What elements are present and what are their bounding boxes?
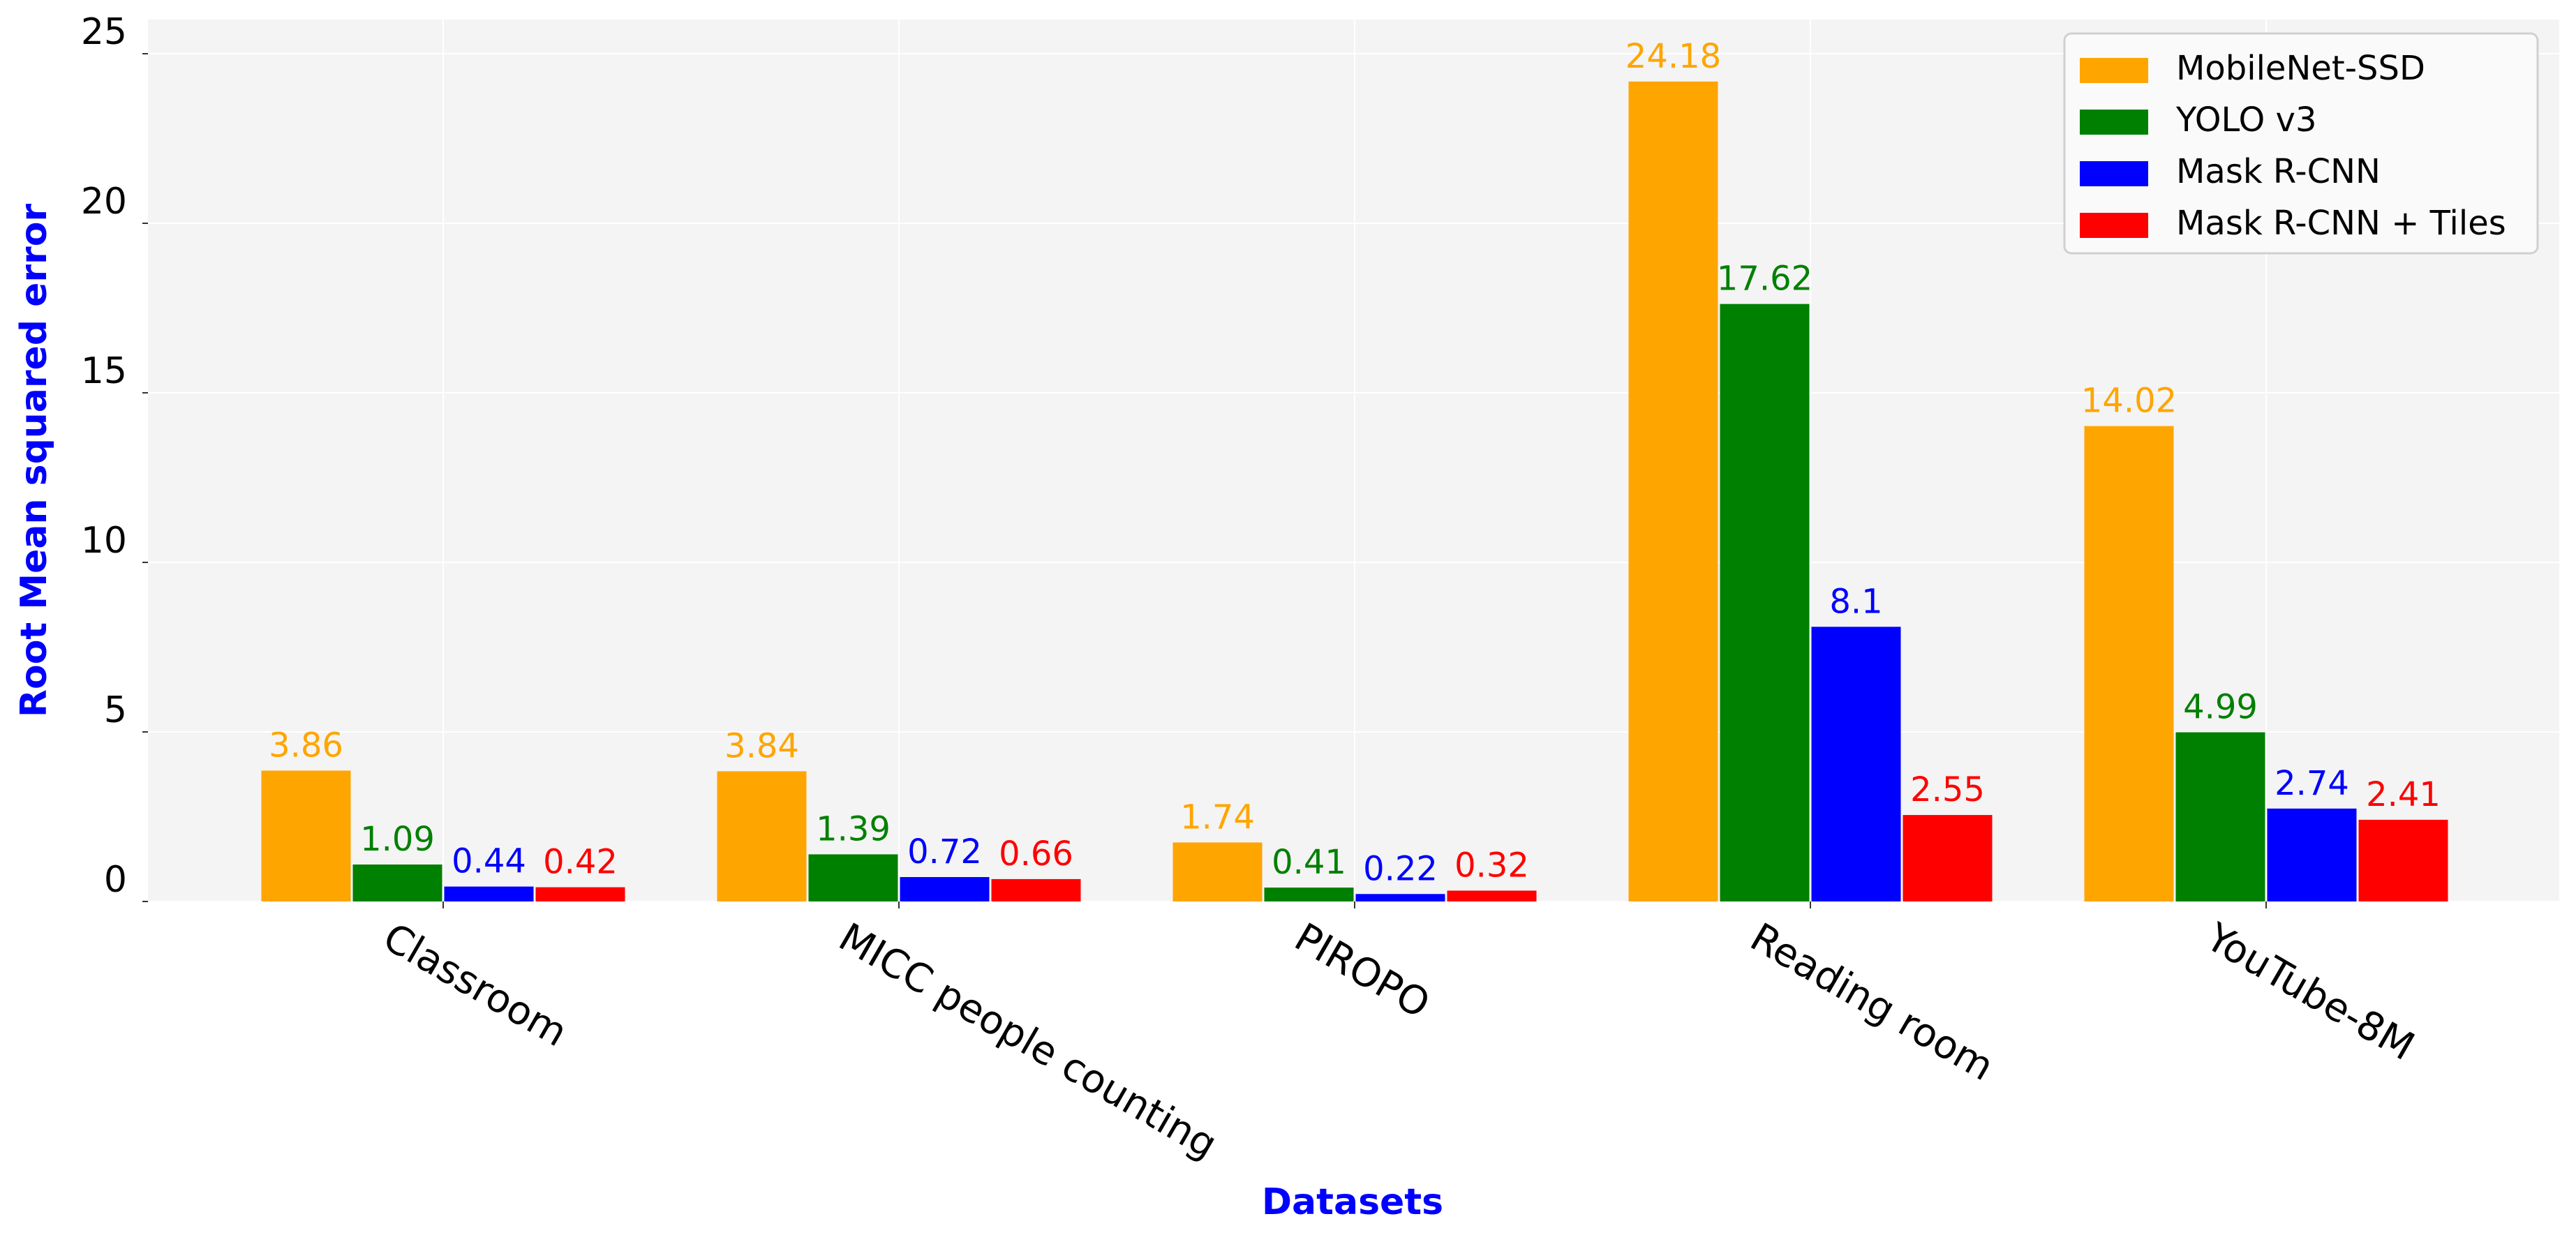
value-label: 17.62: [1717, 260, 1812, 299]
x-tick-label: YouTube-8M: [2198, 914, 2422, 1070]
legend-swatch: [2080, 161, 2148, 186]
value-label: 3.86: [269, 726, 343, 765]
bar: [2267, 808, 2357, 901]
value-label: 1.39: [816, 809, 891, 848]
y-tick-label: 20: [81, 181, 127, 223]
y-tick-label: 10: [81, 520, 127, 562]
x-axis-ticks: Classroom MICC people counting PIROPO Readi…: [375, 901, 2422, 1168]
legend-box: [2063, 32, 2539, 255]
bar: [1447, 890, 1537, 901]
bars: [261, 81, 2448, 902]
value-label: 0.66: [999, 834, 1073, 874]
legend-swatch: [2080, 110, 2148, 135]
legend-label: MobileNet-SSD: [2176, 49, 2425, 88]
value-label: 2.41: [2366, 775, 2441, 814]
value-label: 2.55: [1910, 770, 1985, 809]
bar: [1628, 81, 1718, 901]
x-tick-label: MICC people counting: [831, 915, 1224, 1168]
bar: [717, 771, 807, 901]
bar: [1264, 888, 1354, 901]
legend: MobileNet-SSD YOLO v3 Mask R-CNN Mask R-CNN…: [2063, 32, 2539, 255]
bar: [535, 887, 625, 901]
bar: [352, 864, 442, 901]
value-label: 0.22: [1363, 849, 1438, 888]
bar: [1811, 627, 1901, 901]
value-labels: 3.86 1.09 0.44 0.42 3.84 1.39 0.72 0.66 1.74 0.41…: [269, 37, 2441, 888]
legend-label: Mask R-CNN + Tiles: [2176, 204, 2506, 243]
value-label: 0.44: [452, 842, 526, 881]
x-tick-label: Reading room: [1743, 915, 2001, 1090]
y-tick-label: 15: [81, 350, 127, 392]
grid-lines: [148, 20, 2559, 902]
y-axis-ticks: 0 5 10 15 20 25: [81, 11, 148, 902]
bar: [1172, 842, 1263, 901]
value-label: 2.74: [2275, 764, 2349, 803]
bar: [1720, 304, 1810, 902]
value-label: 0.41: [1272, 843, 1346, 882]
value-label: 1.09: [360, 820, 435, 859]
bar: [2084, 426, 2174, 901]
bar: [991, 878, 1081, 901]
value-label: 0.42: [543, 843, 618, 882]
value-label: 14.02: [2081, 382, 2177, 421]
value-label: 8.1: [1829, 582, 1882, 621]
y-tick-label: 0: [104, 859, 127, 901]
legend-label: Mask R-CNN: [2176, 152, 2381, 191]
y-tick-label: 5: [104, 689, 127, 731]
x-tick-label: Classroom: [375, 915, 575, 1056]
bar: [1903, 815, 1993, 901]
legend-label: YOLO v3: [2175, 100, 2317, 140]
value-label: 3.84: [724, 726, 799, 765]
bar: [1355, 894, 1445, 901]
legend-swatch: [2080, 58, 2148, 83]
y-tick-label: 25: [81, 11, 127, 53]
value-label: 0.72: [907, 832, 982, 871]
bar: [261, 770, 351, 901]
x-axis-title: Datasets: [1262, 1181, 1443, 1223]
value-label: 4.99: [2183, 687, 2258, 726]
bar: [444, 886, 534, 901]
value-label: 0.32: [1454, 846, 1529, 885]
bar: [2358, 819, 2448, 901]
value-label: 1.74: [1180, 798, 1255, 837]
bar: [900, 877, 990, 901]
value-label: 24.18: [1625, 37, 1721, 76]
bar: [808, 854, 898, 901]
y-axis-title: Root Mean squared error: [13, 204, 55, 717]
x-tick-label: PIROPO: [1287, 915, 1437, 1028]
bar: [2175, 732, 2265, 901]
legend-swatch: [2080, 213, 2148, 238]
